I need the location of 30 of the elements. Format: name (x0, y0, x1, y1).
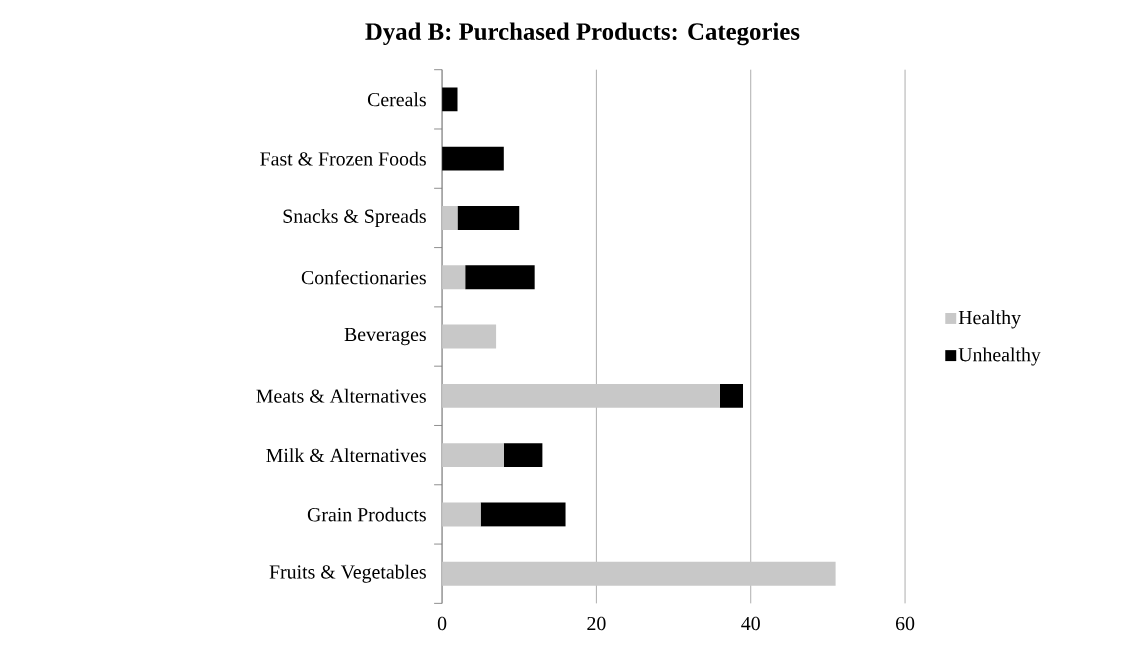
bar (442, 205, 458, 230)
bar (442, 324, 497, 349)
y-tick-label: Meats & Alternatives (256, 388, 426, 403)
x-tick-label: 0 (437, 616, 447, 631)
bar (442, 265, 466, 290)
bar (457, 205, 520, 230)
chart-title: Dyad B: Purchased Products: Categories (365, 22, 800, 46)
y-tick-label: Beverages (344, 327, 426, 346)
y-tick-label: Confectionaries (301, 270, 426, 285)
y-tick-label: Fruits & Vegetables (269, 564, 426, 583)
x-tick-label: 60 (895, 616, 915, 631)
legend-label: Healthy (958, 310, 1021, 329)
bar (442, 502, 481, 527)
bar (442, 443, 504, 468)
y-tick-label: Snacks & Spreads (283, 208, 426, 227)
bar (503, 443, 543, 468)
bar (442, 561, 836, 586)
bar (719, 383, 744, 408)
bar (442, 146, 504, 171)
x-tick-label: 40 (741, 616, 760, 631)
y-tick-label: Milk & Alternatives (266, 448, 426, 463)
y-tick-label: Grain Products (307, 507, 426, 522)
x-tick-label: 20 (587, 616, 606, 631)
bar (442, 87, 458, 112)
y-tick-label: Fast & Frozen Foods (260, 151, 426, 166)
bar (480, 502, 566, 527)
legend-label: Unhealthy (958, 347, 1041, 366)
bar (442, 383, 720, 408)
y-tick-label: Cereals (367, 92, 426, 107)
bar (465, 265, 535, 290)
